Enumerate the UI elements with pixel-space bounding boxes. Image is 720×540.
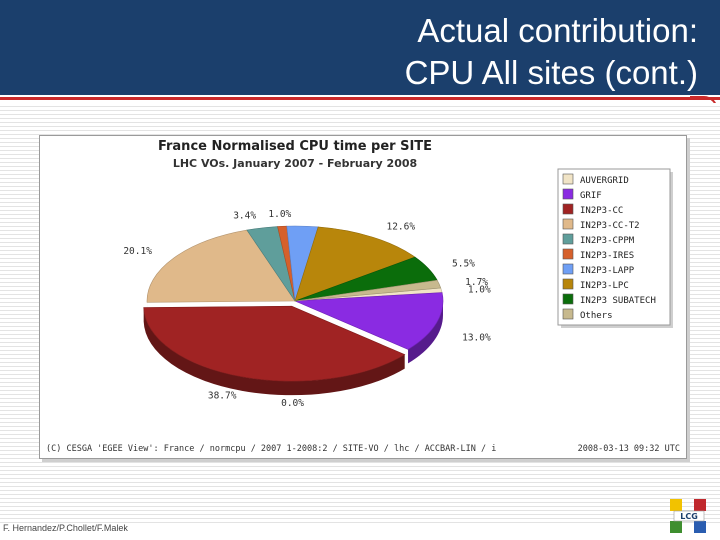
pie-slice-side-grif — [408, 301, 444, 364]
legend-swatch-in2p3-lapp — [562, 263, 574, 275]
legend-swatch-in2p3-cppm — [562, 233, 574, 245]
pie-slice-side-in2p3-cc — [143, 307, 405, 396]
legend: AUVERGRID GRIF IN2P3-CC IN2P3-CC-T2 IN2P3-CP… — [557, 168, 673, 328]
pie-label-grif: 13.0% — [462, 333, 491, 344]
legend-swatch-others — [562, 308, 574, 320]
pie-label-extra: 0.0% — [281, 398, 304, 409]
pie-labels: 1.0% 13.0% 38.7% 20.1% 3.4% 1.0% 12.6% 5.5% 1.7%… — [123, 209, 491, 409]
source-note: (C) CESGA 'EGEE View': France / normcpu … — [46, 444, 496, 454]
legend-label-in2p3-lpc: IN2P3-LPC — [580, 281, 629, 291]
footer-authors: F. Hernandez/P.Chollet/F.Malek — [3, 523, 128, 533]
pie-label-in2p3-cc-t2: 20.1% — [123, 246, 152, 257]
logo-text: LCG — [680, 512, 698, 521]
pie-label-in2p3-ires: 1.0% — [268, 209, 291, 220]
legend-swatch-in2p3-cc — [562, 203, 574, 215]
legend-swatch-grif — [562, 188, 574, 200]
legend-box — [557, 168, 671, 326]
header-divider — [0, 97, 720, 100]
legend-swatch-in2p3-lpc — [562, 278, 574, 290]
chart-subtitle: LHC VOs. January 2007 - February 2008 — [173, 157, 417, 170]
pie-slice-in2p3-cc-t2 — [146, 229, 296, 303]
slide-title: Actual contribution: CPU All sites (cont… — [405, 10, 698, 94]
pie-top — [143, 225, 444, 382]
pie-label-in2p3-lpc: 12.6% — [386, 222, 415, 233]
lcg-logo: LCG — [670, 499, 706, 533]
pie-slice-in2p3-lpc — [294, 226, 416, 302]
pie-slice-in2p3-cc — [143, 305, 406, 382]
legend-swatch-auvergrid — [562, 173, 574, 185]
legend-label-grif: GRIF — [580, 191, 602, 201]
slide-title-line2: CPU All sites (cont.) — [404, 54, 698, 91]
pie-label-in2p3-subatech: 5.5% — [452, 258, 475, 269]
chart-title: France Normalised CPU time per SITE — [158, 139, 432, 154]
legend-label-in2p3-lapp: IN2P3-LAPP — [580, 266, 635, 276]
slide-header: Actual contribution: CPU All sites (cont… — [0, 0, 720, 95]
legend-label-in2p3-cc-t2: IN2P3-CC-T2 — [580, 221, 640, 231]
pie-label-others: 1.7% — [465, 277, 488, 288]
chart-panel: France Normalised CPU time per SITE LHC … — [39, 135, 687, 459]
slide-title-line1: Actual contribution: — [417, 12, 698, 49]
legend-swatch-in2p3-cc-t2 — [562, 218, 574, 230]
legend-swatch-in2p3-subatech — [562, 293, 574, 305]
legend-label-in2p3-cppm: IN2P3-CPPM — [580, 236, 635, 246]
pie-label-in2p3-cppm: 3.4% — [233, 211, 256, 222]
timestamp: 2008-03-13 09:32 UTC — [578, 444, 680, 454]
pie-slice-others — [294, 279, 442, 302]
legend-swatch-in2p3-ires — [562, 248, 574, 260]
pie-label-auvergrid: 1.0% — [468, 284, 491, 295]
legend-label-others: Others — [580, 311, 613, 321]
legend-label-in2p3-cc: IN2P3-CC — [580, 206, 623, 216]
pie-slice-grif — [294, 292, 444, 350]
legend-label-in2p3-ires: IN2P3-IRES — [580, 251, 634, 261]
legend-label-in2p3-subatech: IN2P3 SUBATECH — [580, 296, 656, 306]
pie-label-in2p3-cc: 38.7% — [208, 390, 237, 401]
legend-label-auvergrid: AUVERGRID — [580, 176, 629, 186]
pie-chart: France Normalised CPU time per SITE LHC … — [46, 139, 680, 454]
